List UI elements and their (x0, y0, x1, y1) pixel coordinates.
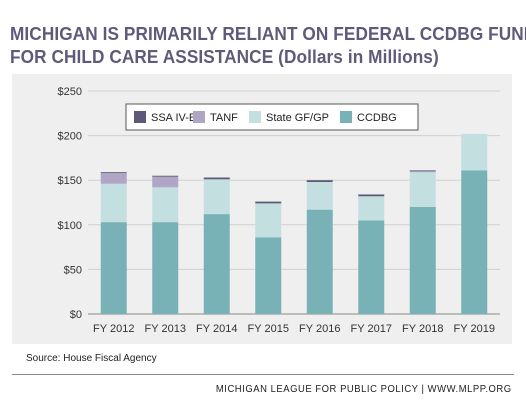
title-line-1: MICHIGAN IS PRIMARILY RELIANT ON FEDERAL… (10, 23, 526, 44)
legend-swatch-ccdbg (340, 111, 352, 123)
x-tick-label: FY 2012 (93, 323, 134, 335)
stacked-bar-chart: $0 $50 $100 $150 $200 $250 FY 2012 FY 2013 FY 20… (58, 86, 500, 335)
x-tick-label: FY 2015 (248, 323, 289, 335)
x-tick-label: FY 2014 (196, 323, 237, 335)
x-tick-label: FY 2019 (454, 323, 495, 335)
bar-state-gf-gp-fy-2012 (100, 183, 127, 223)
source-note: Source: House Fiscal Agency (26, 353, 157, 364)
bar-ccdbg-fy-2014 (203, 214, 230, 314)
bar-ssa-iv-e-fy-2016 (306, 180, 333, 182)
bar-state-gf-gp-fy-2018 (409, 172, 436, 207)
legend-label: State GF/GP (266, 112, 329, 124)
bar-ccdbg-fy-2016 (306, 209, 333, 314)
y-tick-label: $150 (58, 175, 82, 187)
bar-tanf-fy-2018 (409, 171, 436, 173)
bar-ccdbg-fy-2012 (100, 222, 127, 314)
legend-label: CCDBG (357, 112, 397, 124)
bar-ssa-iv-e-fy-2015 (255, 201, 282, 204)
y-tick-label: $50 (64, 264, 82, 276)
legend-box (125, 103, 419, 131)
bar-tanf-fy-2013 (152, 176, 179, 188)
y-tick-label: $250 (58, 86, 82, 98)
footer-divider (12, 374, 514, 375)
bar-ssa-iv-e-fy-2012 (100, 172, 127, 174)
bar-ssa-iv-e-fy-2018 (409, 170, 436, 172)
bar-tanf-fy-2012 (100, 173, 127, 184)
footer-credit: MICHIGAN LEAGUE FOR PUBLIC POLICY | WWW.… (216, 383, 512, 395)
legend-label: SSA IV-E (151, 112, 196, 124)
bar-state-gf-gp-fy-2016 (306, 181, 333, 210)
bar-ssa-iv-e-fy-2013 (152, 175, 179, 177)
legend-swatch-ssa-iv-e (134, 111, 146, 123)
bar-state-gf-gp-fy-2019 (461, 133, 488, 171)
x-tick-label: FY 2017 (351, 323, 392, 335)
legend-swatch-tanf (193, 111, 205, 123)
bar-ccdbg-fy-2013 (152, 222, 179, 314)
bar-ssa-iv-e-fy-2017 (358, 194, 385, 197)
bar-ccdbg-fy-2019 (461, 170, 488, 314)
bar-ccdbg-fy-2018 (409, 206, 436, 314)
legend-label: TANF (210, 112, 238, 124)
y-tick-label: $100 (58, 220, 82, 232)
bar-ssa-iv-e-fy-2014 (203, 177, 230, 180)
bar-state-gf-gp-fy-2013 (152, 187, 179, 223)
x-tick-label: FY 2016 (299, 323, 340, 335)
chart-panel: $0 $50 $100 $150 $200 $250 FY 2012 FY 2013 FY 20… (12, 74, 512, 344)
legend-swatch-state-gf-gp (249, 111, 261, 123)
title-line-2: FOR CHILD CARE ASSISTANCE (Dollars in Mi… (10, 46, 439, 67)
bar-state-gf-gp-fy-2015 (255, 203, 282, 238)
y-tick-label: $200 (58, 131, 82, 143)
x-tick-label: FY 2013 (145, 323, 186, 335)
y-tick-label: $0 (70, 309, 82, 321)
bar-ccdbg-fy-2017 (358, 220, 385, 314)
chart-title: MICHIGAN IS PRIMARILY RELIANT ON FEDERAL… (10, 22, 526, 68)
bar-state-gf-gp-fy-2014 (203, 179, 230, 215)
bar-state-gf-gp-fy-2017 (358, 196, 385, 221)
x-tick-label: FY 2018 (402, 323, 443, 335)
bar-ccdbg-fy-2015 (255, 237, 282, 314)
